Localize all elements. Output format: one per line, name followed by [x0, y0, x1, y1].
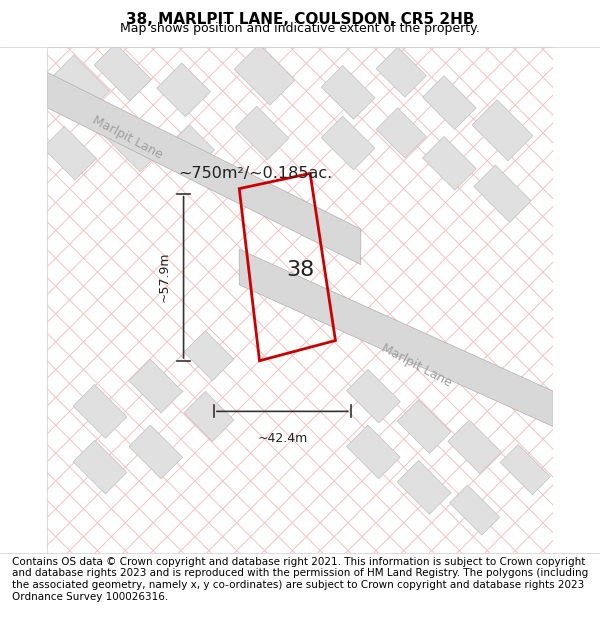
Text: 38: 38: [286, 259, 314, 279]
Polygon shape: [321, 116, 375, 170]
Text: ~750m²/~0.185ac.: ~750m²/~0.185ac.: [179, 166, 333, 181]
Polygon shape: [422, 76, 476, 129]
Polygon shape: [449, 485, 500, 535]
Polygon shape: [234, 44, 295, 105]
Polygon shape: [168, 125, 214, 171]
Polygon shape: [184, 331, 234, 381]
Polygon shape: [448, 420, 502, 474]
Polygon shape: [239, 249, 553, 426]
Polygon shape: [347, 425, 400, 479]
Polygon shape: [397, 461, 451, 514]
Polygon shape: [376, 47, 427, 98]
Polygon shape: [45, 55, 109, 119]
Polygon shape: [73, 384, 127, 438]
Polygon shape: [376, 108, 427, 158]
Polygon shape: [104, 114, 161, 172]
Text: Contains OS data © Crown copyright and database right 2021. This information is : Contains OS data © Crown copyright and d…: [12, 557, 588, 601]
Polygon shape: [184, 391, 234, 441]
Polygon shape: [422, 136, 476, 190]
Text: Marlpit Lane: Marlpit Lane: [91, 114, 165, 162]
Polygon shape: [347, 369, 400, 423]
Polygon shape: [129, 359, 182, 413]
Polygon shape: [73, 440, 127, 494]
Polygon shape: [129, 425, 182, 479]
Text: Map shows position and indicative extent of the property.: Map shows position and indicative extent…: [120, 22, 480, 35]
Polygon shape: [500, 444, 550, 494]
Polygon shape: [235, 106, 289, 160]
Polygon shape: [47, 72, 361, 264]
Polygon shape: [157, 63, 211, 117]
Text: ~42.4m: ~42.4m: [257, 432, 307, 444]
Polygon shape: [43, 126, 97, 180]
Polygon shape: [397, 400, 451, 453]
Text: ~57.9m: ~57.9m: [158, 252, 171, 302]
Polygon shape: [321, 66, 375, 119]
Text: 38, MARLPIT LANE, COULSDON, CR5 2HB: 38, MARLPIT LANE, COULSDON, CR5 2HB: [126, 12, 474, 27]
Polygon shape: [474, 165, 531, 222]
Polygon shape: [472, 100, 533, 161]
Text: Marlpit Lane: Marlpit Lane: [379, 342, 454, 390]
Polygon shape: [94, 44, 151, 101]
